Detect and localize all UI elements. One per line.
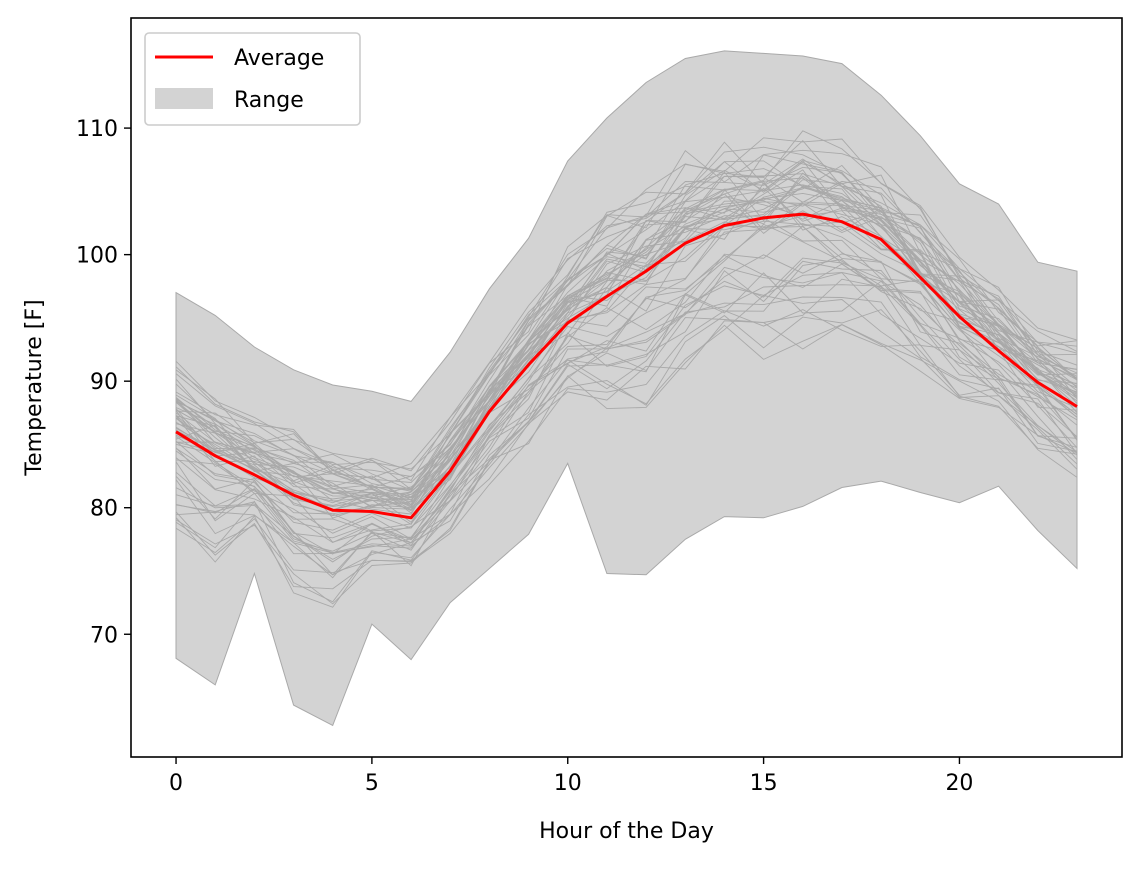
day-line	[175, 296, 1078, 576]
day-line	[175, 164, 1078, 483]
day-line	[175, 295, 1078, 574]
average-line	[175, 212, 1078, 520]
day-line	[175, 254, 1078, 563]
day-line	[175, 166, 1078, 491]
day-line	[175, 260, 1078, 576]
day-line	[175, 201, 1078, 515]
day-line	[175, 187, 1078, 519]
x-tick-label: 5	[365, 771, 379, 796]
plot-frame	[130, 17, 1123, 758]
day-line	[175, 309, 1078, 590]
y-tick-label: 100	[76, 244, 118, 269]
legend-average-label: Average	[234, 46, 324, 71]
day-line	[175, 217, 1078, 543]
day-line	[175, 324, 1078, 605]
legend-range-label: Range	[234, 88, 304, 113]
y-tick-label: 80	[90, 497, 118, 522]
day-line	[175, 160, 1078, 506]
legend: Average Range	[144, 32, 361, 126]
day-line	[175, 259, 1078, 554]
day-line	[175, 220, 1078, 511]
y-axis-label: Temperature [F]	[22, 299, 47, 476]
day-line	[175, 130, 1078, 470]
x-tick-label: 0	[169, 771, 183, 796]
x-ticks: 0 5 10 15 20	[169, 757, 973, 796]
day-line	[175, 278, 1078, 554]
day-line	[175, 161, 1078, 492]
y-tick-label: 70	[90, 623, 118, 648]
y-tick-label: 90	[90, 370, 118, 395]
x-axis-label: Hour of the Day	[539, 819, 714, 844]
y-ticks: 70 80 90 100 110	[76, 117, 131, 648]
day-line	[175, 196, 1078, 495]
x-tick-label: 10	[554, 771, 582, 796]
x-tick-label: 20	[945, 771, 973, 796]
individual-days-layer	[175, 130, 1078, 608]
day-line	[175, 272, 1078, 555]
x-tick-label: 15	[750, 771, 778, 796]
day-line	[175, 320, 1078, 608]
y-tick-label: 110	[76, 117, 118, 142]
day-line	[175, 192, 1078, 504]
day-line	[175, 141, 1078, 479]
day-line	[175, 210, 1078, 512]
day-line	[175, 257, 1078, 560]
day-line	[175, 171, 1078, 505]
legend-range-swatch	[155, 88, 213, 109]
day-line	[175, 225, 1078, 544]
average-line-layer	[175, 212, 1078, 520]
